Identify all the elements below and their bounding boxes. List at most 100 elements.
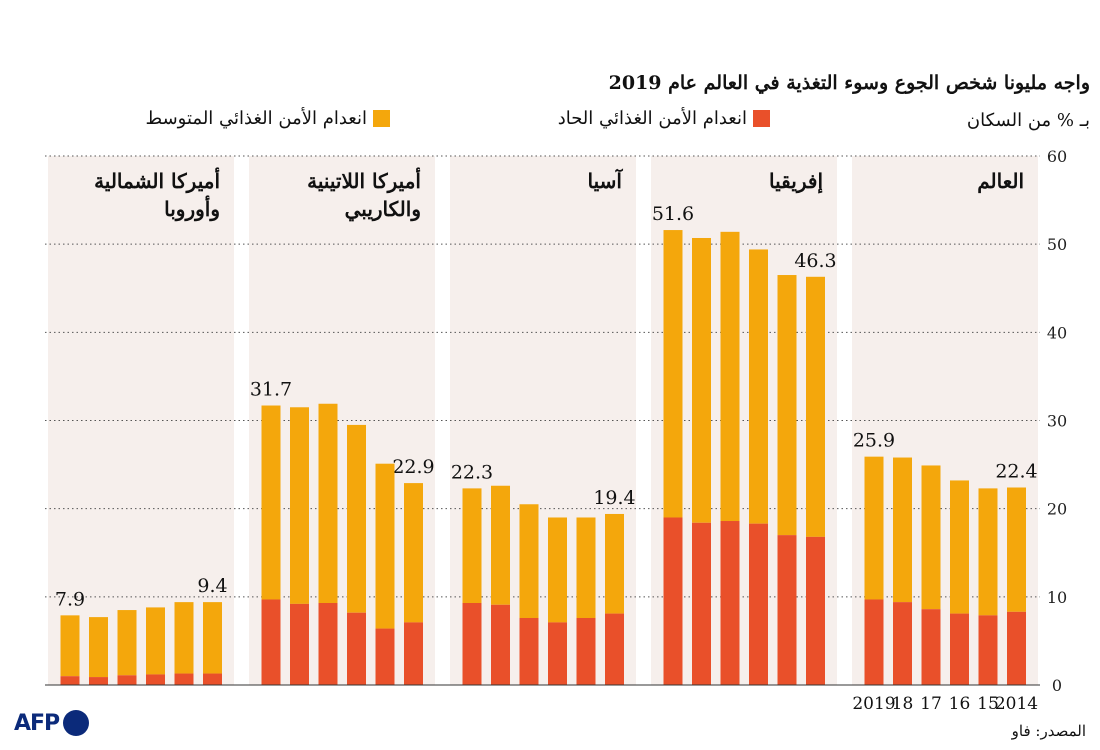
y-tick-label-40: 40 <box>1047 323 1067 342</box>
bar-severe-p2-y3 <box>519 617 539 685</box>
panel-title-1-line-0: إفريقيا <box>769 169 823 194</box>
y-tick-label-30: 30 <box>1047 412 1067 431</box>
bar-moderate-p4-y4 <box>89 617 108 678</box>
bar-severe-p2-y2 <box>548 622 567 685</box>
bar-severe-p0-y4 <box>893 602 912 685</box>
legend-severe-label: انعدام الأمن الغذائي الحاد <box>557 108 747 129</box>
bar-moderate-p1-y5 <box>663 230 683 518</box>
bar-severe-p4-y5 <box>60 676 80 685</box>
legend-severe-swatch <box>753 110 770 127</box>
panel-title-0-line-0: العالم <box>977 169 1024 194</box>
bar-severe-p2-y5 <box>462 603 482 685</box>
bar-severe-p4-y3 <box>117 675 137 685</box>
bar-severe-p3-y0 <box>404 622 423 685</box>
bar-moderate-p4-y1 <box>174 602 194 674</box>
bar-moderate-p3-y3 <box>318 403 338 604</box>
bar-severe-p0-y1 <box>978 615 998 685</box>
bar-severe-p1-y2 <box>749 523 768 685</box>
bar-moderate-p4-y3 <box>117 610 137 676</box>
bar-severe-p0-y5 <box>864 599 884 685</box>
bar-moderate-p1-y2 <box>749 249 768 524</box>
bar-moderate-p3-y0 <box>404 483 423 623</box>
bar-severe-p2-y0 <box>605 613 624 685</box>
bar-moderate-p1-y3 <box>720 231 740 522</box>
bar-severe-p3-y2 <box>347 612 366 685</box>
panel-title-3-line-1: والكاريبي <box>345 197 421 222</box>
bar-severe-p4-y0 <box>203 673 222 685</box>
x-tick-label-1: 15 <box>977 694 999 714</box>
bar-moderate-p0-y5 <box>864 456 884 600</box>
afp-logo-dot-icon <box>63 710 90 736</box>
afp-logo-text: AFP <box>14 710 60 736</box>
bar-severe-p1-y5 <box>663 517 683 685</box>
data-label-p0-first: 22.4 <box>995 461 1037 483</box>
bar-severe-p4-y2 <box>146 674 165 685</box>
source-note: المصدر: فاو <box>1011 722 1086 740</box>
bar-moderate-p2-y1 <box>576 517 596 618</box>
x-tick-label-3: 17 <box>920 694 942 714</box>
bar-moderate-p0-y2 <box>950 480 969 614</box>
bar-moderate-p1-y4 <box>692 237 711 523</box>
bar-moderate-p0-y3 <box>921 465 941 610</box>
bar-moderate-p2-y0 <box>605 513 624 614</box>
data-label-p2-last: 22.3 <box>451 461 493 483</box>
bar-moderate-p2-y5 <box>462 488 482 604</box>
bar-severe-p0-y0 <box>1007 611 1026 685</box>
bar-severe-p0-y2 <box>950 613 969 685</box>
bar-moderate-p4-y0 <box>203 602 222 674</box>
bar-severe-p0-y3 <box>921 609 941 685</box>
panel-title-2-line-0: آسيا <box>588 168 624 193</box>
bar-severe-p3-y1 <box>375 628 395 685</box>
bar-severe-p3-y3 <box>318 603 338 685</box>
legend-severe: انعدام الأمن الغذائي الحاد <box>558 108 770 129</box>
chart-title: واجه مليونا شخص الجوع وسوء التغذية في ال… <box>608 72 1090 94</box>
data-label-p4-last: 7.9 <box>55 588 85 610</box>
bar-severe-p1-y4 <box>692 522 711 685</box>
y-tick-label-60: 60 <box>1047 147 1067 166</box>
bar-severe-p1-y3 <box>720 521 740 685</box>
data-label-p2-first: 19.4 <box>593 487 635 509</box>
panel-title-4-line-0: أميركا الشمالية <box>94 167 220 194</box>
bar-moderate-p0-y4 <box>893 457 912 603</box>
bar-severe-p2-y1 <box>576 617 596 685</box>
data-label-p0-last: 25.9 <box>853 430 895 452</box>
bar-severe-p4-y1 <box>174 673 194 685</box>
data-label-p3-last: 31.7 <box>250 379 292 401</box>
x-tick-label-4: 18 <box>892 694 914 714</box>
panel-title-4-line-1: وأوروبا <box>164 195 220 222</box>
data-label-p1-first: 46.3 <box>794 250 836 272</box>
x-tick-label-0: 2014 <box>995 694 1038 714</box>
bar-severe-p4-y4 <box>89 677 108 685</box>
bar-moderate-p2-y4 <box>491 485 510 605</box>
bar-moderate-p3-y1 <box>375 463 395 629</box>
bar-moderate-p2-y3 <box>519 504 539 618</box>
bar-moderate-p4-y2 <box>146 607 165 675</box>
data-label-p1-last: 51.6 <box>652 203 694 225</box>
y-tick-label-10: 10 <box>1047 588 1067 607</box>
data-label-p4-first: 9.4 <box>197 575 227 597</box>
legend-moderate-label: انعدام الأمن الغذائي المتوسط <box>145 108 367 129</box>
x-tick-label-2: 16 <box>949 694 971 714</box>
bar-moderate-p0-y1 <box>978 488 998 616</box>
bar-severe-p1-y0 <box>806 536 825 685</box>
y-tick-label-0: 0 <box>1052 676 1062 695</box>
units-label: بـ % من السكان <box>966 110 1090 131</box>
bar-severe-p3-y5 <box>261 599 281 685</box>
legend-moderate-swatch <box>373 110 390 127</box>
bar-moderate-p1-y1 <box>777 275 797 536</box>
bar-severe-p3-y4 <box>290 603 309 685</box>
bar-severe-p2-y4 <box>491 604 510 685</box>
afp-logo: AFP <box>14 710 90 736</box>
bar-moderate-p1-y0 <box>806 276 825 537</box>
y-tick-label-20: 20 <box>1047 500 1067 519</box>
bar-severe-p1-y1 <box>777 535 797 685</box>
bar-moderate-p3-y5 <box>261 405 281 600</box>
bar-moderate-p3-y4 <box>290 407 309 604</box>
panel-title-3-line-0: أميركا اللاتينية <box>307 167 421 194</box>
bar-moderate-p0-y0 <box>1007 487 1026 612</box>
bar-moderate-p2-y2 <box>548 517 567 623</box>
legend-moderate: انعدام الأمن الغذائي المتوسط <box>146 108 390 129</box>
bar-moderate-p4-y5 <box>60 615 80 677</box>
data-label-p3-first: 22.9 <box>392 456 434 478</box>
